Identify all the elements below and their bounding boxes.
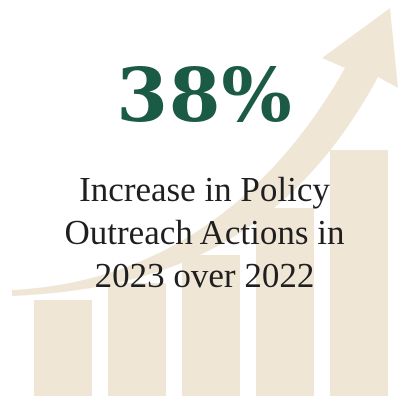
rising-bar xyxy=(256,208,314,396)
stat-description-line: Increase in Policy xyxy=(79,170,330,209)
stat-description-line: 2023 over 2022 xyxy=(94,256,315,295)
growth-arrow-icon xyxy=(12,8,398,296)
rising-bar xyxy=(182,255,240,396)
stat-description-line: Outreach Actions in xyxy=(64,213,345,252)
stat-description: Increase in Policy Outreach Actions in 2… xyxy=(20,168,389,297)
stat-percentage: 38% xyxy=(116,53,293,139)
rising-bar xyxy=(108,283,166,396)
rising-bar xyxy=(330,150,388,396)
rising-bar xyxy=(34,300,92,396)
rising-bars-icon xyxy=(34,150,388,396)
